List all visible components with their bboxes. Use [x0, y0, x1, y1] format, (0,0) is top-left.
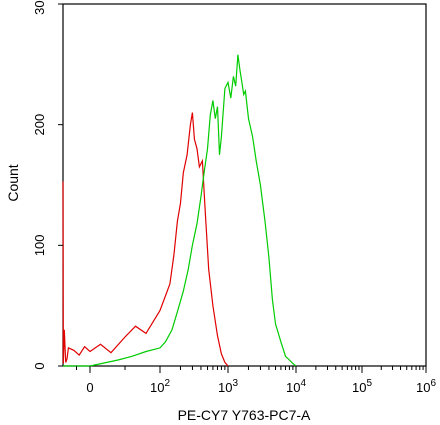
y-axis-label: Count [5, 164, 21, 201]
histogram-series-2 [63, 54, 297, 367]
y-tick-label: 0 [32, 362, 47, 369]
x-tick-label: 105 [352, 378, 372, 395]
x-tick-label: 0 [86, 380, 93, 395]
x-tick-label: 102 [150, 378, 170, 395]
y-tick-label: 300 [32, 0, 47, 15]
x-tick-label: 103 [218, 378, 238, 395]
x-tick-label: 106 [416, 378, 436, 395]
x-axis-label: PE-CY7 Y763-PC7-A [178, 407, 311, 423]
histogram-series-1 [62, 112, 229, 367]
y-tick-label: 100 [32, 234, 47, 256]
y-tick-label: 200 [32, 114, 47, 136]
x-tick-label: 104 [286, 378, 306, 395]
plot-frame [62, 3, 427, 367]
